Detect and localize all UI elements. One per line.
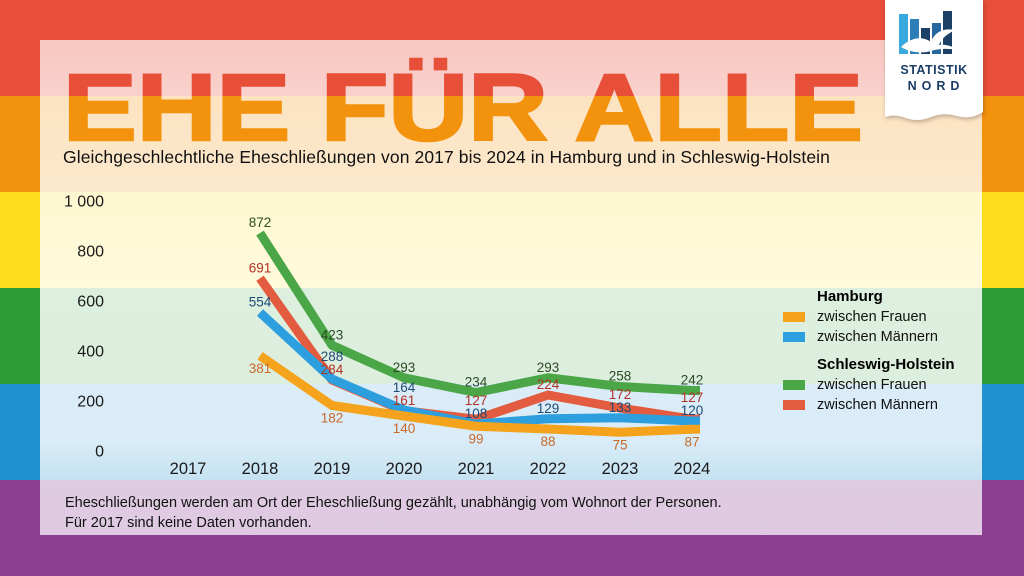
footnote: Eheschließungen werden am Ort der Ehesch… <box>65 493 722 533</box>
legend-item: zwischen Männern <box>783 329 988 345</box>
chart-legend: Hamburg zwischen Frauen zwischen Männern… <box>783 288 988 424</box>
legend-swatch-green <box>783 380 805 390</box>
legend-group-title: Schleswig-Holstein <box>817 356 955 373</box>
seagull-icon <box>901 29 957 53</box>
legend-item: zwischen Männern <box>783 397 988 413</box>
legend-swatch-red <box>783 400 805 410</box>
legend-group-schleswig-holstein: Schleswig-Holstein zwischen Frauen zwisc… <box>783 356 988 413</box>
legend-label: zwischen Männern <box>817 329 938 345</box>
logo-text-line1: STATISTIK <box>900 63 967 77</box>
logo-text-line2: NORD <box>908 79 965 93</box>
footnote-line1: Eheschließungen werden am Ort der Ehesch… <box>65 495 722 511</box>
logo-banner <box>885 0 983 120</box>
legend-group-title: Hamburg <box>817 288 883 305</box>
legend-label: zwischen Frauen <box>817 309 927 325</box>
legend-label: zwischen Frauen <box>817 377 927 393</box>
logo-barchart-icon <box>899 11 957 54</box>
legend-group-hamburg: Hamburg zwischen Frauen zwischen Männern <box>783 288 988 345</box>
footnote-line2: Für 2017 sind keine Daten vorhanden. <box>65 515 312 531</box>
legend-label: zwischen Männern <box>817 397 938 413</box>
legend-item: zwischen Frauen <box>783 377 988 393</box>
statistik-nord-logo: STATISTIK NORD <box>885 0 983 120</box>
legend-swatch-orange <box>783 312 805 322</box>
legend-swatch-blue <box>783 332 805 342</box>
page-title-svg: EHE FÜR ALLE <box>62 54 865 150</box>
legend-item: zwischen Frauen <box>783 309 988 325</box>
page-title: EHE FÜR ALLE <box>63 55 863 150</box>
page-subtitle: Gleichgeschlechtliche Eheschließungen vo… <box>63 147 831 167</box>
